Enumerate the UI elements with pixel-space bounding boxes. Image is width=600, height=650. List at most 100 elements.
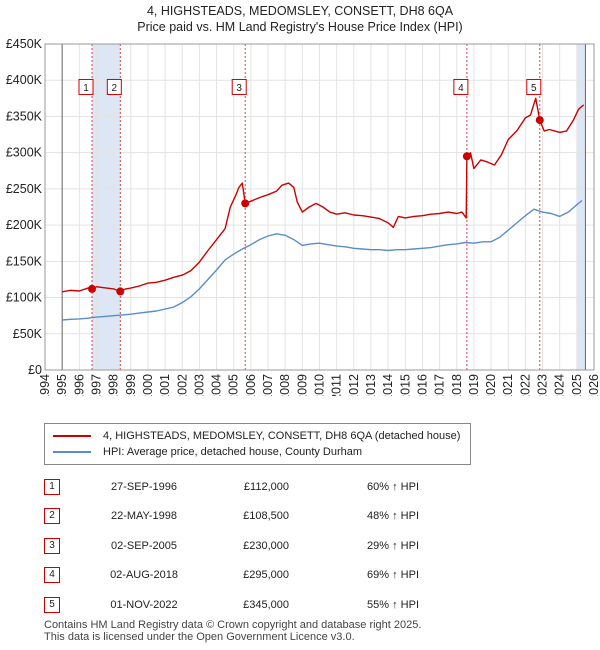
sale-point: [241, 199, 250, 208]
transaction-price: £295,000: [243, 569, 289, 582]
transaction-number: 2: [44, 508, 60, 525]
table-row: 1 27-SEP-1996 £112,000 60% ↑ HPI: [44, 472, 419, 502]
legend-item-price: 4, HIGHSTEADS, MEDOMSLEY, CONSETT, DH8 6…: [53, 428, 460, 444]
chart-title: 4, HIGHSTEADS, MEDOMSLEY, CONSETT, DH8 6…: [146, 4, 454, 18]
sale-point: [88, 284, 97, 293]
x-tick-label: 1998: [107, 374, 121, 396]
x-tick-label: 2013: [364, 374, 378, 396]
x-tick-label: 2006: [244, 374, 258, 396]
marker-label: 3: [236, 83, 242, 94]
x-tick-label: 1995: [55, 374, 69, 396]
footer: Contains HM Land Registry data © Crown c…: [44, 619, 421, 643]
legend-price-label: 4, HIGHSTEADS, MEDOMSLEY, CONSETT, DH8 6…: [103, 430, 461, 442]
transaction-hpi: 69% ↑ HPI: [367, 569, 419, 582]
y-tick-label: £200K: [6, 218, 43, 232]
table-row: 4 02-AUG-2018 £295,000 69% ↑ HPI: [44, 561, 419, 591]
marker-box: [453, 78, 469, 95]
table-row: 3 02-SEP-2005 £230,000 29% ↑ HPI: [44, 531, 419, 561]
x-tick-label: 2000: [141, 374, 155, 396]
x-tick-label: 2022: [518, 374, 532, 396]
transaction-price: £112,000: [243, 480, 289, 493]
transaction-date: 02-AUG-2018: [110, 569, 178, 582]
x-tick-label: 2010: [313, 374, 327, 396]
x-tick-label: 2020: [484, 374, 498, 396]
x-tick-label: 2015: [398, 374, 412, 396]
marker-label: 5: [531, 83, 537, 94]
x-tick-label: 2012: [347, 374, 361, 396]
y-tick-label: £0: [28, 363, 42, 377]
x-tick-label: 2001: [158, 374, 172, 396]
transaction-hpi: 55% ↑ HPI: [367, 598, 419, 611]
x-tick-label: 2025: [570, 374, 584, 396]
transaction-hpi: 29% ↑ HPI: [367, 539, 419, 552]
x-tick-label: 2019: [467, 374, 481, 396]
transaction-hpi: 48% ↑ HPI: [367, 510, 419, 523]
transaction-number: 3: [44, 537, 60, 554]
x-tick-label: 1994: [38, 374, 52, 396]
x-tick-label: 2023: [536, 374, 550, 396]
legend-hpi-label: HPI: Average price, detached house, Coun…: [103, 446, 363, 458]
y-tick-label: £350K: [6, 109, 43, 123]
shaded-period: [576, 44, 586, 370]
y-tick-label: £150K: [6, 254, 43, 268]
x-tick-label: 2005: [227, 374, 241, 396]
chart-subtitle: Price paid vs. HM Land Registry's House …: [137, 20, 463, 34]
plot-frame: [44, 43, 595, 371]
price-paid-line: [62, 97, 585, 293]
transaction-number: 4: [44, 567, 60, 584]
y-tick-label: £300K: [6, 146, 43, 160]
transaction-price: £345,000: [243, 598, 289, 611]
marker-box: [526, 78, 542, 95]
y-tick-label: £450K: [6, 37, 43, 51]
transaction-price: £108,500: [243, 510, 289, 523]
hpi-line: [62, 199, 583, 321]
transaction-date: 02-SEP-2005: [110, 539, 178, 552]
x-tick-label: 2014: [381, 374, 395, 396]
x-tick-label: 2017: [433, 374, 447, 396]
transaction-date: 27-SEP-1996: [110, 480, 178, 493]
x-tick-label: 2002: [175, 374, 189, 396]
x-tick-label: 1996: [72, 374, 86, 396]
legend-item-hpi: HPI: Average price, detached house, Coun…: [53, 444, 362, 460]
transaction-number: 5: [44, 596, 60, 613]
transaction-date: 22-MAY-1998: [110, 510, 178, 523]
marker-box: [231, 78, 247, 95]
transaction-price: £230,000: [243, 539, 289, 552]
x-tick-label: 2003: [192, 374, 206, 396]
x-tick-label: 1997: [89, 374, 103, 396]
y-tick-label: £400K: [6, 73, 43, 87]
price-line-swatch: [53, 435, 91, 437]
marker-box: [78, 78, 94, 95]
legend: 4, HIGHSTEADS, MEDOMSLEY, CONSETT, DH8 6…: [44, 423, 471, 465]
table-row: 5 01-NOV-2022 £345,000 55% ↑ HPI: [44, 590, 419, 620]
x-tick-label: 2018: [450, 374, 464, 396]
marker-label: 2: [112, 83, 118, 94]
table-row: 2 22-MAY-1998 £108,500 48% ↑ HPI: [44, 502, 419, 532]
y-tick-label: £50K: [13, 327, 43, 341]
sale-point: [116, 287, 125, 296]
x-tick-label: 2011: [330, 374, 344, 396]
transaction-hpi: 60% ↑ HPI: [367, 480, 419, 493]
marker-label: 4: [458, 83, 464, 94]
x-tick-label: 2024: [553, 374, 567, 396]
licence-notice: This data is licensed under the Open Gov…: [44, 631, 355, 643]
x-tick-label: 2004: [210, 374, 224, 396]
x-tick-label: 2009: [295, 374, 309, 396]
transaction-number: 1: [44, 478, 60, 495]
x-tick-label: 1999: [124, 374, 138, 396]
transactions-table: 1 27-SEP-1996 £112,000 60% ↑ HPI 2 22-MA…: [44, 472, 419, 620]
marker-label: 1: [83, 83, 89, 94]
x-tick-label: 2008: [278, 374, 292, 396]
x-tick-label: 2021: [501, 374, 515, 396]
copyright-notice: Contains HM Land Registry data © Crown c…: [44, 619, 422, 631]
y-tick-label: £100K: [6, 291, 43, 305]
x-tick-label: 2007: [261, 374, 275, 396]
x-tick-label: 2016: [415, 374, 429, 396]
hpi-line-swatch: [53, 451, 91, 453]
x-tick-label: 2026: [587, 374, 600, 396]
sale-point: [535, 116, 544, 125]
price-chart: £0 £50K £100K £150K £200K £250K £300K £350K £400…: [6, 37, 600, 396]
y-tick-label: £250K: [6, 182, 43, 196]
sale-point: [462, 152, 471, 161]
transaction-date: 01-NOV-2022: [110, 598, 178, 611]
